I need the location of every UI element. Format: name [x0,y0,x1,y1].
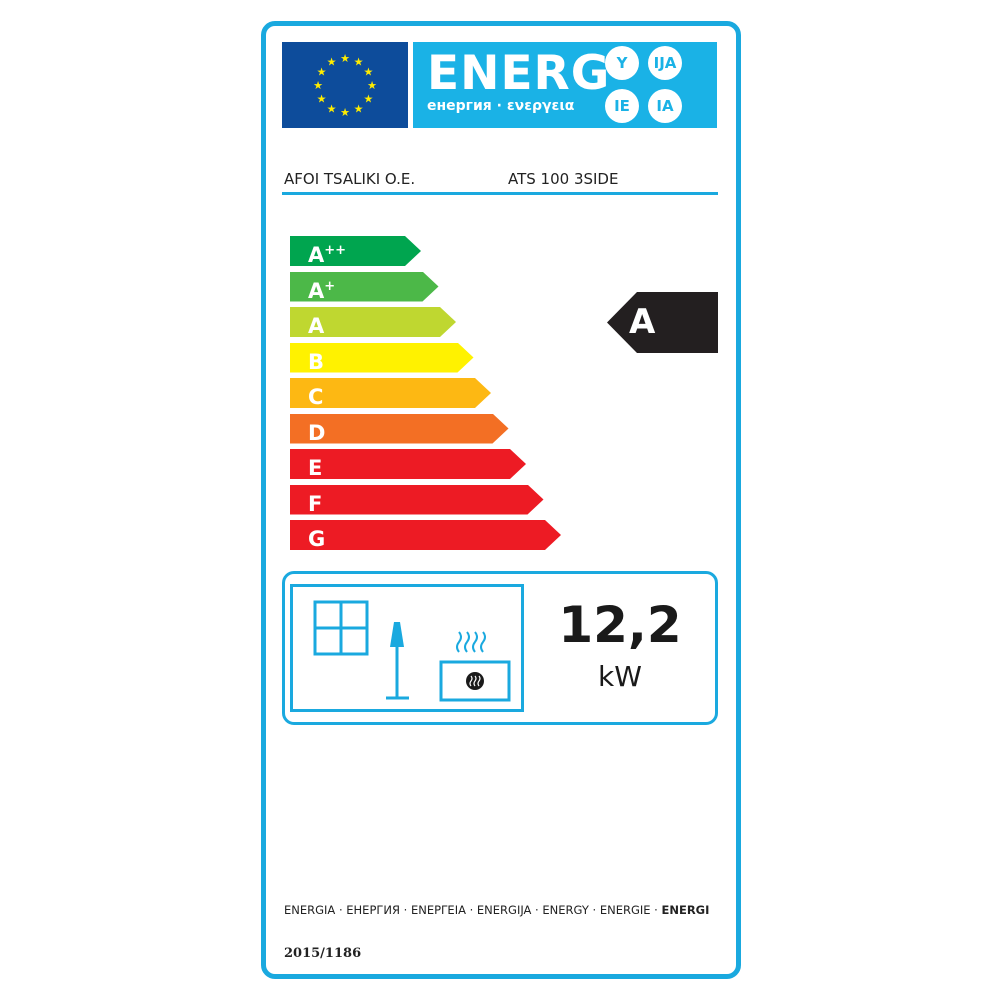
star-icon: ★ [363,93,373,106]
suffix-ija: IJA [648,46,682,80]
star-icon: ★ [327,102,337,115]
energy-class-sup: + [324,278,336,294]
energy-class-label: F [308,491,323,516]
energy-class-bar: A++ [290,236,421,266]
heat-output-unit: kW [598,660,642,693]
room-heating-icons [313,600,511,702]
energy-word: ENERG [427,46,611,101]
energy-class-label: A [308,278,325,303]
eu-stars-icon: ★ ★★★★★★★★★★★ [313,52,377,119]
energy-class-bar: G [290,520,561,550]
star-icon: ★ [367,79,377,92]
model-id: ATS 100 3SIDE [508,170,619,188]
star-icon: ★ [317,66,327,79]
heat-output-value: 12,2 [558,596,682,654]
energy-class-bar: F [290,484,544,516]
output-box [282,571,718,725]
star-icon: ★ [354,102,364,115]
energy-languages: ENERGIA · ЕНЕРГИЯ · ΕΝΕΡΓΕΙΑ · ENERGIJA … [284,903,709,917]
energy-class-sup: ++ [324,243,347,258]
energy-class-bar: C [290,378,491,408]
star-icon: ★ [363,66,373,79]
energy-class-label: A [308,314,325,338]
suffix-ia: IA [648,89,682,123]
supplier-name: AFOI TSALIKI O.E. [284,170,416,188]
star-icon: ★ [354,56,364,69]
languages-text: ENERGIA · ЕНЕРГИЯ · ΕΝΕΡΓΕΙΑ · ENERGIJA … [284,903,662,917]
energy-class-label: B [308,349,325,374]
suffix-y: Y [605,46,639,80]
energy-class-bar: D [290,413,509,445]
room-heating-icon-box [290,584,524,712]
window-icon [313,600,369,656]
star-icon: ★ [340,106,350,119]
energy-class-bar: A [290,307,456,337]
label-frame [261,21,741,979]
languages-last: ENERGI [661,903,710,917]
heater-icon [439,631,511,702]
regulation-number: 2015/1186 [284,946,362,961]
eu-flag: ★ ★ ★ ★ ★ ★ ★ ★ ★ ★ ★ ★ [282,42,408,128]
star-icon: ★ [340,52,350,65]
energy-class-label: G [308,527,326,551]
suffix-ie: IE [605,89,639,123]
energy-subtitle: енергия · ενεργεια [427,98,575,114]
energy-class-label: C [308,385,324,409]
energy-class-bar: E [290,449,526,479]
star-icon: ★ [327,56,337,69]
energy-class-bar: B [290,342,474,374]
energy-class-label: E [308,456,323,480]
energy-banner: ENERG енергия · ενεργεια Y IJA IE IA [413,42,717,128]
energy-class-label: A [308,243,325,267]
energy-class-bar: A+ [290,271,439,303]
lamp-icon [386,622,409,700]
header-divider [282,192,718,195]
energy-class-label: D [308,420,326,445]
star-icon: ★ [317,93,327,106]
star-icon: ★ [313,79,323,92]
